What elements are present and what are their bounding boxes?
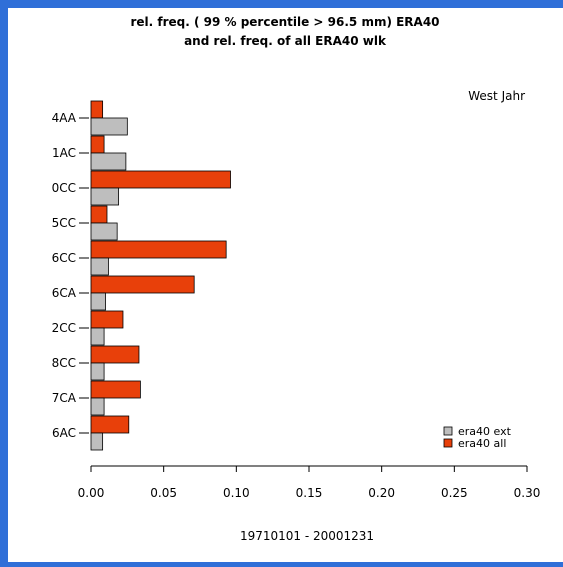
bar-7CA-ext <box>90 397 105 416</box>
plot-frame: rel. freq. ( 99 % percentile > 96.5 mm) … <box>8 8 563 562</box>
bar-1AC-all <box>90 135 105 154</box>
y-tick-label: 6CA <box>52 286 77 300</box>
bars-group <box>90 100 231 451</box>
y-tick-label: 6AC <box>52 426 76 440</box>
chart-subtitle: and rel. freq. of all ERA40 wlk <box>184 34 387 48</box>
y-tick-label: 1AC <box>52 146 76 160</box>
bar-0CC-ext <box>90 187 120 206</box>
bar-6CC-ext <box>90 257 109 276</box>
chart-title: rel. freq. ( 99 % percentile > 96.5 mm) … <box>130 15 439 29</box>
chart-annotation: West Jahr <box>468 89 525 103</box>
bar-4AA-all <box>90 100 104 119</box>
y-tick-label: 8CC <box>52 356 76 370</box>
x-tick-label: 0.00 <box>78 486 105 500</box>
bar-6CC-all <box>90 240 227 259</box>
bar-6AC-ext <box>90 432 104 451</box>
bar-8CC-all <box>90 345 140 364</box>
x-tick-label: 0.25 <box>441 486 468 500</box>
bar-2CC-ext <box>90 327 105 346</box>
bar-1AC-ext <box>90 152 127 171</box>
bar-8CC-ext <box>90 362 105 381</box>
legend-label: era40 ext <box>458 425 512 438</box>
bar-0CC-all <box>90 170 231 189</box>
bar-6CA-all <box>90 275 195 294</box>
bar-2CC-all <box>90 310 124 329</box>
x-axis: 0.00 0.05 0.10 0.15 0.20 0.25 0.30 <box>78 465 541 500</box>
x-tick-label: 0.30 <box>514 486 541 500</box>
y-tick-label: 0CC <box>52 181 76 195</box>
x-tick-label: 0.05 <box>150 486 177 500</box>
y-tick-label: 5CC <box>52 216 76 230</box>
bar-6AC-all <box>90 415 130 434</box>
legend-label: era40 all <box>458 437 506 450</box>
y-tick-label: 4AA <box>52 111 77 125</box>
x-tick-label: 0.15 <box>296 486 323 500</box>
legend-swatch <box>443 438 453 448</box>
bar-4AA-ext <box>90 117 128 136</box>
bar-5CC-ext <box>90 222 118 241</box>
y-axis: 4AA 1AC 0CC 5CC 6CC 6CA 2CC 8CC 7CA 6AC <box>52 111 89 440</box>
x-tick-label: 0.10 <box>223 486 250 500</box>
bar-5CC-all <box>90 205 108 224</box>
bar-chart: rel. freq. ( 99 % percentile > 96.5 mm) … <box>52 15 541 543</box>
x-axis-label: 19710101 - 20001231 <box>240 529 374 543</box>
bar-7CA-all <box>90 380 141 399</box>
y-tick-label: 6CC <box>52 251 76 265</box>
y-tick-label: 7CA <box>52 391 77 405</box>
y-tick-label: 2CC <box>52 321 76 335</box>
bar-6CA-ext <box>90 292 106 311</box>
x-tick-label: 0.20 <box>368 486 395 500</box>
legend-swatch <box>443 426 453 436</box>
